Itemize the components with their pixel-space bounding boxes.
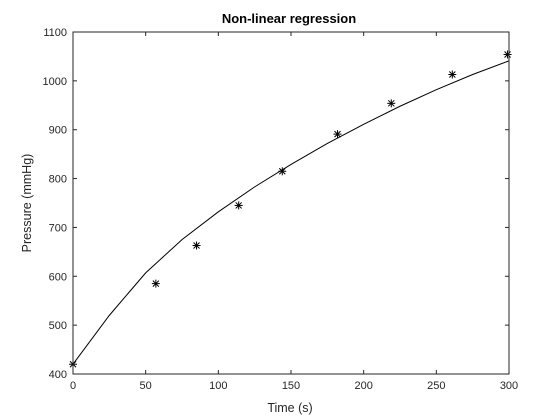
y-tick-label: 600 xyxy=(49,271,67,283)
fit-line xyxy=(72,60,510,365)
y-tick-label: 800 xyxy=(49,174,67,186)
data-point xyxy=(192,241,201,250)
data-point xyxy=(387,99,396,108)
data-point xyxy=(448,70,457,79)
y-axis-ticks: 400 500 600 700 800 900 1000 1100 xyxy=(43,27,509,381)
x-axis-ticks: 0 50 100 150 200 250 300 xyxy=(70,32,518,392)
y-tick-label: 900 xyxy=(49,125,67,137)
y-tick-label: 700 xyxy=(49,222,67,234)
x-tick-label: 300 xyxy=(500,380,518,392)
x-tick-label: 250 xyxy=(427,380,445,392)
y-axis-label: Pressure (mmHg) xyxy=(20,154,34,253)
x-tick-label: 200 xyxy=(354,380,372,392)
data-point xyxy=(151,279,160,288)
x-tick-label: 100 xyxy=(209,380,227,392)
plot-area-box xyxy=(72,31,510,375)
x-tick-label: 50 xyxy=(140,380,152,392)
y-tick-label: 500 xyxy=(49,320,67,332)
data-point xyxy=(278,167,287,176)
x-tick-label: 150 xyxy=(282,380,300,392)
x-tick-label: 0 xyxy=(70,380,76,392)
data-markers xyxy=(69,50,512,369)
y-tick-label: 400 xyxy=(49,369,67,381)
y-tick-label: 1000 xyxy=(43,76,67,88)
data-point xyxy=(503,50,512,59)
data-point xyxy=(333,130,342,139)
x-axis-label: Time (s) xyxy=(267,401,312,415)
y-tick-label: 1100 xyxy=(43,27,67,39)
data-point xyxy=(234,201,243,210)
chart-title: Non-linear regression xyxy=(222,11,356,26)
